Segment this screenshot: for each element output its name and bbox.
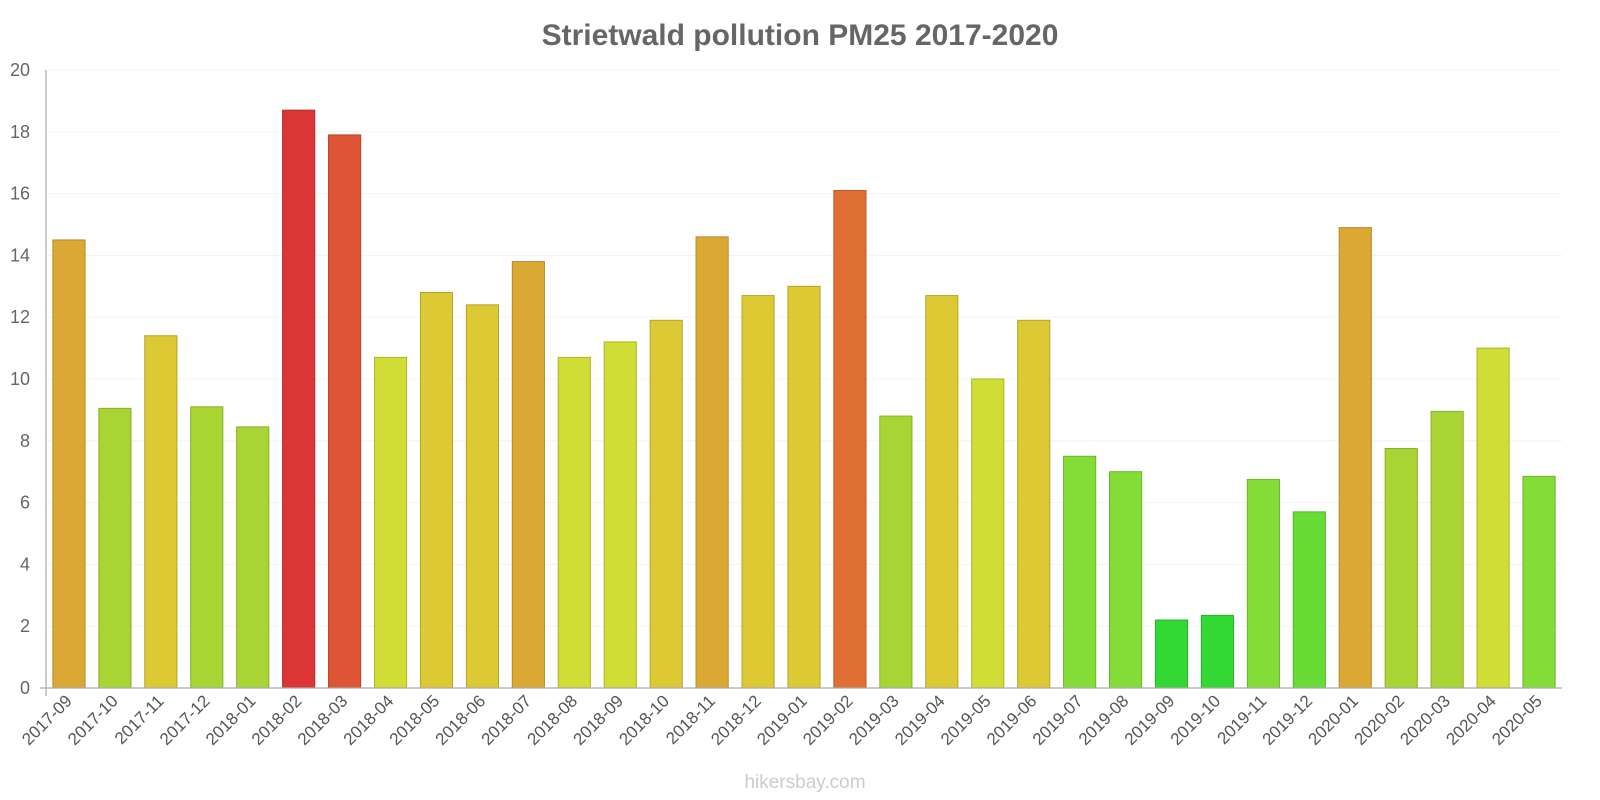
x-tick-label: 2018-10 — [615, 691, 673, 749]
x-tick-label: 2019-08 — [1075, 691, 1133, 749]
bar-2018-05 — [419, 291, 454, 689]
x-tick-label: 2017-12 — [156, 691, 214, 749]
x-tick-label: 2018-01 — [202, 691, 260, 749]
x-tick-label: 2019-06 — [983, 691, 1041, 749]
bars — [52, 109, 1556, 689]
bar-2019-03 — [879, 415, 913, 689]
bar-2017-12 — [190, 406, 224, 689]
x-tick-label: 2020-01 — [1305, 691, 1363, 749]
x-tick-label: 2019-02 — [799, 691, 857, 749]
x-tick-label: 2019-01 — [753, 691, 811, 749]
x-tick-label: 2018-08 — [524, 691, 582, 749]
bar-2017-11 — [144, 335, 178, 689]
bar-2018-10 — [649, 319, 683, 689]
bar-2020-02 — [1384, 448, 1418, 689]
bar-2019-12 — [1292, 511, 1326, 689]
x-tick-label: 2020-04 — [1442, 691, 1500, 749]
bar-2019-04 — [925, 295, 959, 689]
x-tick-label: 2019-03 — [845, 691, 903, 749]
y-tick-label: 0 — [20, 678, 30, 698]
x-tick-label: 2019-12 — [1259, 691, 1317, 749]
y-tick-label: 10 — [10, 369, 30, 389]
x-tick-label: 2018-03 — [294, 691, 352, 749]
x-tick-label: 2020-05 — [1488, 691, 1546, 749]
bar-2020-05 — [1522, 475, 1556, 689]
bar-2019-08 — [1108, 471, 1143, 689]
x-tick-label: 2018-12 — [707, 691, 765, 749]
x-tick-label: 2018-06 — [432, 691, 490, 749]
bar-2018-06 — [465, 304, 500, 689]
bar-2018-07 — [511, 261, 545, 689]
bar-2017-10 — [98, 407, 132, 689]
y-tick-label: 12 — [10, 307, 30, 327]
bar-2019-02 — [833, 190, 867, 689]
bar-2019-10 — [1200, 614, 1235, 689]
bar-2018-09 — [603, 341, 637, 689]
x-tick-label: 2019-04 — [891, 691, 949, 749]
x-tick-label: 2017-09 — [18, 691, 76, 749]
bar-2019-01 — [787, 285, 821, 689]
x-tick-label: 2019-05 — [937, 691, 995, 749]
x-tick-labels: 2017-092017-102017-112017-122018-012018-… — [18, 691, 1546, 749]
bar-2020-04 — [1476, 347, 1510, 689]
bar-2019-11 — [1246, 478, 1280, 689]
y-tick-label: 14 — [10, 245, 30, 265]
bar-2020-01 — [1338, 227, 1372, 689]
bar-2019-06 — [1017, 319, 1051, 689]
bar-2018-02 — [282, 109, 316, 689]
y-tick-label: 20 — [10, 60, 30, 80]
x-tick-label: 2018-07 — [478, 691, 536, 749]
x-tick-label: 2018-05 — [386, 691, 444, 749]
x-tick-label: 2020-02 — [1350, 691, 1408, 749]
bar-2018-08 — [557, 356, 591, 689]
y-tick-label: 4 — [20, 554, 30, 574]
y-tick-labels: 0 2 4 6 8 10 12 14 16 18 20 — [10, 60, 30, 698]
x-tick-label: 2018-04 — [340, 691, 398, 749]
bar-2017-09 — [52, 239, 86, 689]
x-tick-label: 2020-03 — [1396, 691, 1454, 749]
bar-2018-11 — [695, 236, 729, 689]
bar-2020-03 — [1430, 410, 1464, 689]
y-tick-label: 2 — [20, 616, 30, 636]
y-tick-label: 8 — [20, 431, 30, 451]
x-tick-label: 2019-09 — [1121, 691, 1179, 749]
axes — [40, 70, 1562, 696]
bar-2019-09 — [1154, 619, 1189, 689]
bar-2018-01 — [236, 426, 270, 689]
y-tick-label: 18 — [10, 122, 30, 142]
x-tick-label: 2017-10 — [64, 691, 122, 749]
x-tick-label: 2018-02 — [248, 691, 306, 749]
y-tick-label: 16 — [10, 184, 30, 204]
x-tick-label: 2019-07 — [1029, 691, 1087, 749]
credit-watermark: hikersbay.com — [744, 772, 865, 793]
bar-2018-03 — [328, 134, 362, 689]
chart-title: Strietwald pollution PM25 2017-2020 — [542, 19, 1059, 52]
bar-2019-05 — [971, 378, 1005, 689]
x-tick-label: 2018-09 — [570, 691, 628, 749]
bar-2018-12 — [741, 295, 775, 689]
bar-2019-07 — [1063, 455, 1097, 689]
bar-2018-04 — [373, 356, 408, 689]
x-tick-label: 2019-10 — [1167, 691, 1225, 749]
y-tick-label: 6 — [20, 493, 30, 513]
